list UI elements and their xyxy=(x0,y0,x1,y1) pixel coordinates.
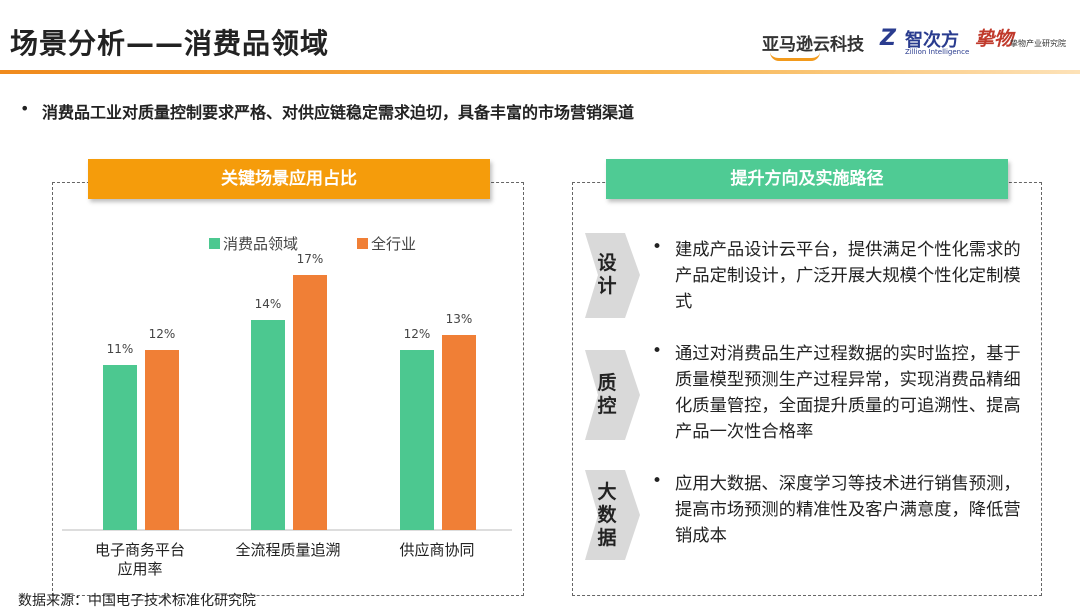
logo: Zillion Intelligence xyxy=(905,48,970,56)
legend-swatch xyxy=(209,238,220,249)
bullet-dot: • xyxy=(20,99,30,118)
panel-title: 关键场景应用占比 xyxy=(88,159,490,199)
bar xyxy=(293,275,327,530)
logo: 挚物 xyxy=(975,28,1014,50)
item-text: 建成产品设计云平台，提供满足个性化需求的产品定制设计，广泛开展大规模个性化定制模… xyxy=(675,240,1021,312)
logo: 智次方 xyxy=(905,30,959,51)
bar xyxy=(103,365,137,530)
chevron xyxy=(585,233,640,318)
bullet-dot: • xyxy=(652,341,663,361)
legend-label: 消费品领域 xyxy=(223,235,298,253)
item-label: 质控 xyxy=(597,372,617,417)
value-label: 11% xyxy=(107,342,134,356)
bullet-dot: • xyxy=(652,237,663,257)
item-label: 设计 xyxy=(597,252,617,297)
category-label: 供应商协同 xyxy=(399,541,475,559)
value-label: 13% xyxy=(446,312,473,326)
logo-mark: Z xyxy=(880,26,896,51)
bar xyxy=(251,320,285,530)
bar xyxy=(145,350,179,530)
slide-title: 场景分析——消费品领域 xyxy=(10,27,330,60)
category-label: 全流程质量追溯 xyxy=(235,541,341,559)
logo: 挚物产业研究院 xyxy=(1010,39,1066,48)
bar xyxy=(400,350,434,530)
bullet-text: 消费品工业对质量控制要求严格、对供应链稳定需求迫切，具备丰富的市场营销渠道 xyxy=(42,103,635,122)
bullet-dot: • xyxy=(652,471,663,491)
legend-swatch xyxy=(357,238,368,249)
item-text: 应用大数据、深度学习等技术进行销售预测，提高市场预测的精准性及客户满意度，降低营… xyxy=(675,474,1021,546)
panel-title: 提升方向及实施路径 xyxy=(606,159,1008,199)
chevron xyxy=(585,470,640,560)
value-label: 17% xyxy=(297,252,324,266)
item-text: 通过对消费品生产过程数据的实时监控，基于质量模型预测生产过程异常，实现消费品精细… xyxy=(675,344,1021,442)
source: 数据来源：中国电子技术标准化研究院 xyxy=(18,593,256,609)
category-label: 电子商务平台 应用率 xyxy=(94,541,185,578)
chart: 消费品领域 11% 14% 12% 全行业 12% 17% 13% xyxy=(62,235,512,531)
logo-smile xyxy=(770,52,820,61)
legend-label: 全行业 xyxy=(371,235,416,253)
logo: 亚马逊云科技 xyxy=(762,35,864,55)
value-label: 12% xyxy=(149,327,176,341)
value-label: 14% xyxy=(255,297,282,311)
value-label: 12% xyxy=(404,327,431,341)
bar xyxy=(442,335,476,530)
header-line xyxy=(0,70,1080,74)
chevron xyxy=(585,350,640,440)
item-label: 大数据 xyxy=(597,481,617,549)
